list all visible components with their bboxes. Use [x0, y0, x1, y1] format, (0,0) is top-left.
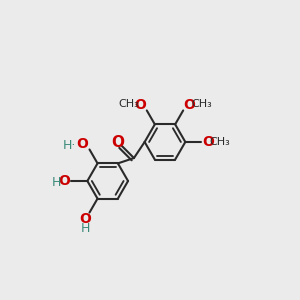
- Text: O: O: [202, 135, 214, 149]
- Text: O: O: [184, 98, 196, 112]
- Text: O: O: [134, 98, 146, 112]
- Text: O: O: [112, 135, 124, 150]
- Text: CH₃: CH₃: [191, 99, 212, 109]
- Text: H·: H·: [62, 139, 76, 152]
- Text: O: O: [79, 212, 91, 226]
- Text: H: H: [80, 222, 90, 235]
- Text: CH₃: CH₃: [210, 137, 230, 147]
- Text: O: O: [76, 137, 88, 151]
- Text: H: H: [52, 176, 61, 189]
- Text: CH₃: CH₃: [118, 99, 139, 109]
- Text: O: O: [58, 174, 70, 188]
